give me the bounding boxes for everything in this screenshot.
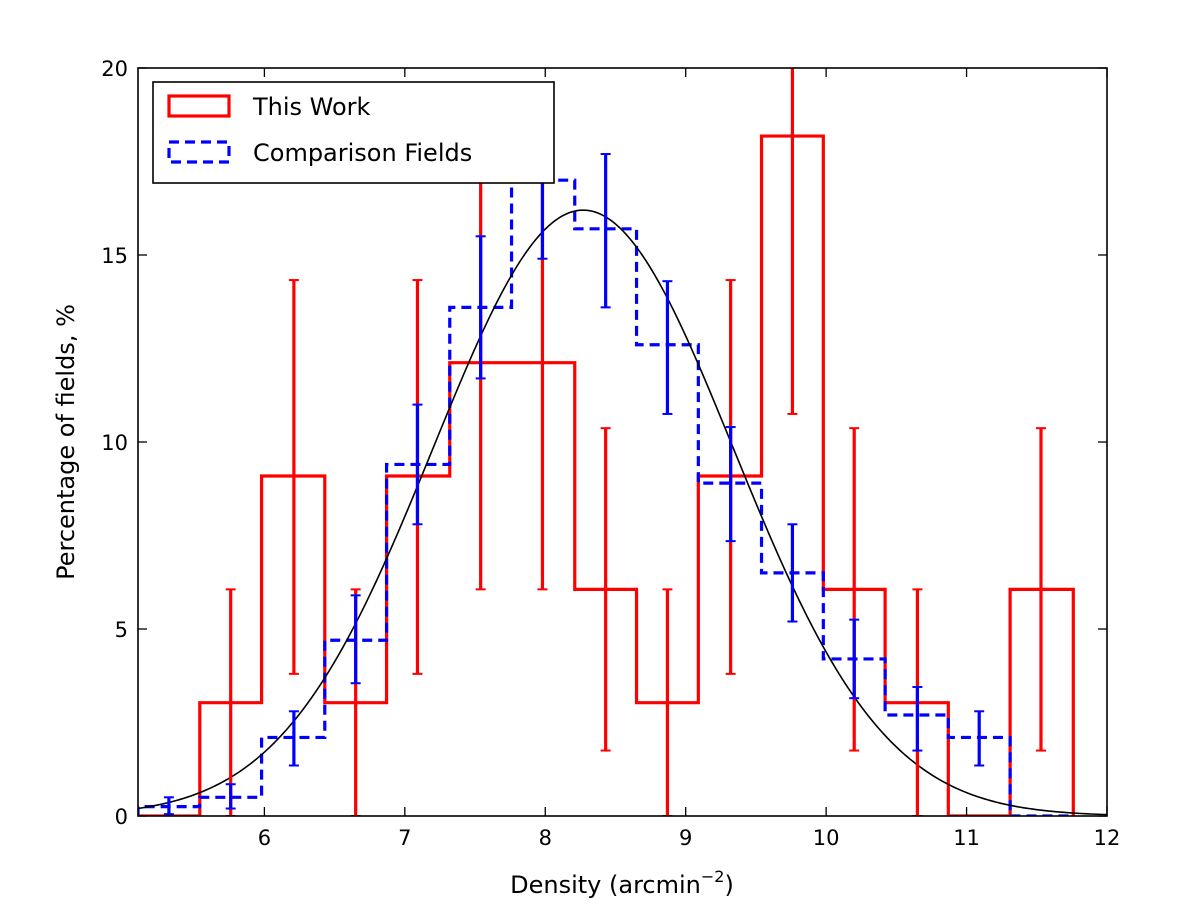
x-tick-label: 10 bbox=[813, 826, 840, 850]
error-bar-this-work bbox=[1035, 427, 1046, 752]
histogram-comparison bbox=[138, 178, 1074, 816]
y-tick-label: 20 bbox=[101, 57, 128, 81]
x-tick-label: 12 bbox=[1094, 826, 1121, 850]
error-bar-this-work bbox=[225, 588, 236, 816]
legend-label-this-work: This Work bbox=[252, 93, 371, 121]
tick-group: 6 7 8 9 10 11 12 0 5 10 15 20 bbox=[101, 57, 1120, 850]
y-axis-title: Percentage of fields, % bbox=[52, 304, 80, 580]
x-axis-title: Density (arcmin−2) bbox=[510, 867, 734, 899]
error-bar-comparison bbox=[225, 783, 236, 810]
y-tick-label: 15 bbox=[101, 244, 128, 268]
legend-swatch-this-work bbox=[167, 94, 231, 118]
error-bar-comparison bbox=[412, 403, 423, 526]
x-tick-label: 7 bbox=[398, 826, 411, 850]
plot-area bbox=[138, 68, 1107, 816]
legend-box bbox=[152, 81, 555, 184]
gaussian-fit-curve bbox=[138, 209, 1107, 816]
error-bar-comparison bbox=[288, 710, 299, 767]
x-tick-label: 8 bbox=[539, 826, 552, 850]
y-tick-label: 5 bbox=[115, 618, 128, 642]
x-tick-label: 11 bbox=[953, 826, 980, 850]
y-tick-label: 10 bbox=[101, 431, 128, 455]
error-bar-comparison bbox=[350, 594, 361, 685]
error-bar-comparison bbox=[912, 685, 923, 752]
error-bar-comparison bbox=[725, 426, 736, 543]
x-tick-label: 9 bbox=[679, 826, 692, 850]
error-bar-this-work bbox=[600, 427, 611, 752]
error-bar-comparison bbox=[662, 280, 673, 415]
legend-swatch-comparison bbox=[167, 140, 231, 164]
error-bar-comparison bbox=[163, 796, 174, 816]
error-bar-comparison bbox=[475, 235, 486, 380]
error-bar-this-work bbox=[787, 68, 798, 415]
legend-label-comparison: Comparison Fields bbox=[253, 139, 472, 167]
error-bar-comparison bbox=[974, 710, 985, 767]
legend: This Work Comparison Fields bbox=[152, 81, 555, 184]
y-tick-label: 0 bbox=[115, 805, 128, 829]
error-bar-this-work bbox=[662, 588, 673, 816]
error-bar-comparison bbox=[600, 153, 611, 309]
error-bar-comparison bbox=[787, 523, 798, 623]
x-tick-label: 6 bbox=[258, 826, 271, 850]
error-bar-this-work bbox=[288, 279, 299, 675]
error-bar-comparison bbox=[849, 618, 860, 700]
